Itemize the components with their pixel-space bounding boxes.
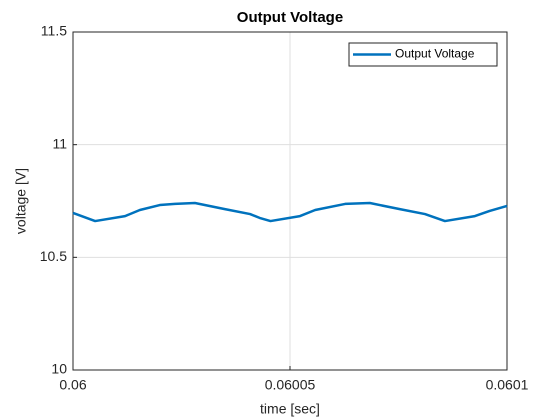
data-line [72, 201, 508, 223]
legend-label: Output Voltage [395, 47, 475, 61]
y-tick-label: 11 [52, 135, 67, 151]
chart-title: Output Voltage [237, 9, 343, 26]
x-axis-label: time [sec] [260, 401, 320, 417]
axes-box [72, 31, 508, 371]
x-tick-label: 0.06005 [265, 377, 316, 393]
x-tick-label: 0.06 [59, 377, 86, 393]
y-tick-label: 10.5 [40, 248, 67, 264]
y-axis-label: voltage [V] [13, 168, 29, 234]
y-tick-label: 10 [51, 361, 67, 377]
y-tick-label: 11.5 [41, 23, 67, 39]
x-tick-label: 0.0601 [486, 377, 529, 393]
legend-box [348, 42, 498, 67]
